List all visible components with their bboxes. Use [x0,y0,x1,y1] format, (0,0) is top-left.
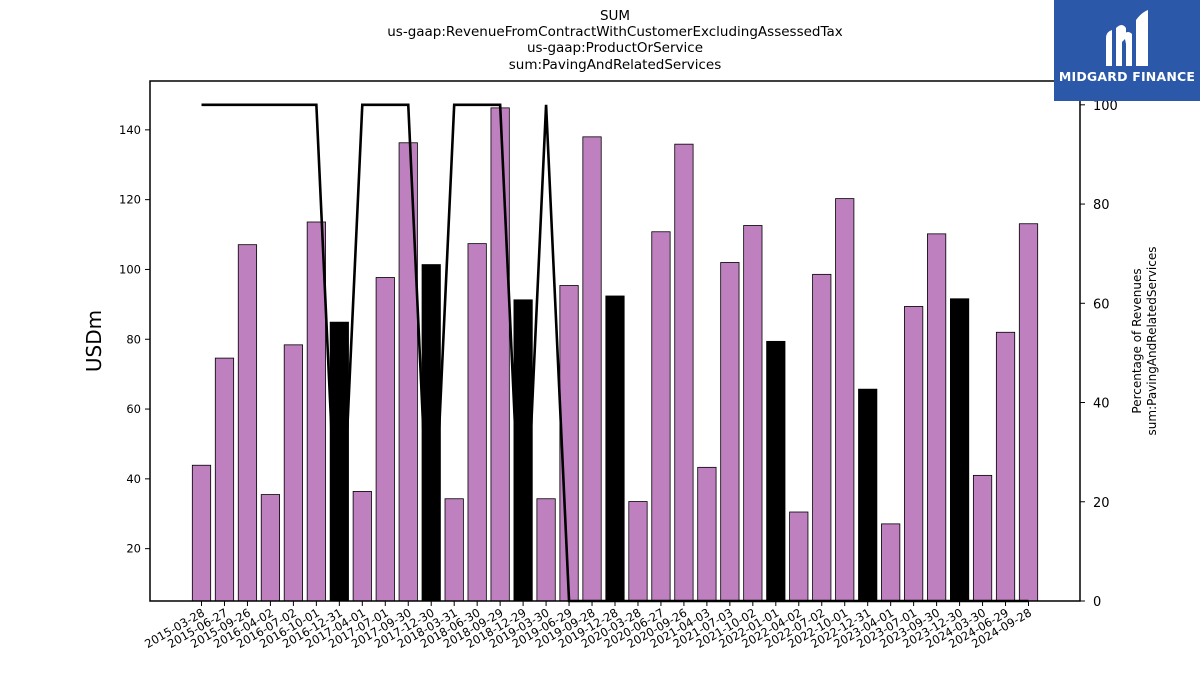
bar [214,357,235,602]
title-line-4: sum:PavingAndRelatedServices [508,57,722,73]
axes: 204060801001201400204060801002015-03-282… [82,80,1159,651]
y2-tick-label: 20 [1093,496,1110,511]
title-line-3: us-gaap:ProductOrService [526,40,704,56]
bar [605,295,625,602]
bar [375,277,395,602]
bar [352,491,372,602]
title-line-2: us-gaap:RevenueFromContractWithCustomerE… [387,24,843,40]
bar [674,143,694,602]
bar [237,244,258,602]
y2-axis-label-line-2: sum:PavingAndRelatedServices [1145,247,1159,436]
bar [789,511,809,602]
bar [743,225,763,602]
bar [421,264,441,602]
y-axis-label: USDm [82,310,106,372]
bar [720,262,740,602]
bar [1018,223,1039,602]
bar [858,388,878,602]
midgard-finance-logo: MIDGARD FINANCE [1054,0,1200,101]
bar [283,344,303,602]
y-tick-label: 20 [126,542,141,556]
midgard-logo-icon [1106,10,1148,66]
bar [812,273,832,602]
bar [536,498,556,602]
bar [306,221,326,602]
bar [191,464,212,602]
bar [490,107,510,602]
y2-axis-label-line-1: Percentage of Revenues [1130,268,1144,413]
y-tick-label: 80 [126,332,141,346]
logo-text: MIDGARD FINANCE [1058,69,1196,84]
y2-tick-label: 100 [1093,99,1118,114]
y-tick-label: 60 [126,402,141,416]
bar [881,523,901,602]
bar [444,498,464,602]
bar [628,501,648,602]
bar [260,494,281,602]
bar [766,340,786,602]
bar [697,466,717,602]
y-tick-label: 100 [119,262,141,276]
y2-tick-label: 60 [1093,297,1110,312]
y2-tick-label: 40 [1093,397,1110,412]
bar [467,243,487,602]
bar [927,233,947,602]
title-line-1: SUM [599,8,631,24]
y2-tick-label: 80 [1093,198,1110,213]
y-tick-label: 140 [119,123,141,137]
bar [972,474,993,602]
bar [949,298,970,602]
bar [904,306,924,602]
y-tick-label: 120 [119,193,141,207]
bar [398,142,418,602]
bar [835,198,855,602]
bar [995,331,1016,602]
y2-tick-label: 0 [1093,595,1101,610]
bar [651,231,671,602]
bar [582,136,602,602]
y-tick-label: 40 [126,472,141,486]
